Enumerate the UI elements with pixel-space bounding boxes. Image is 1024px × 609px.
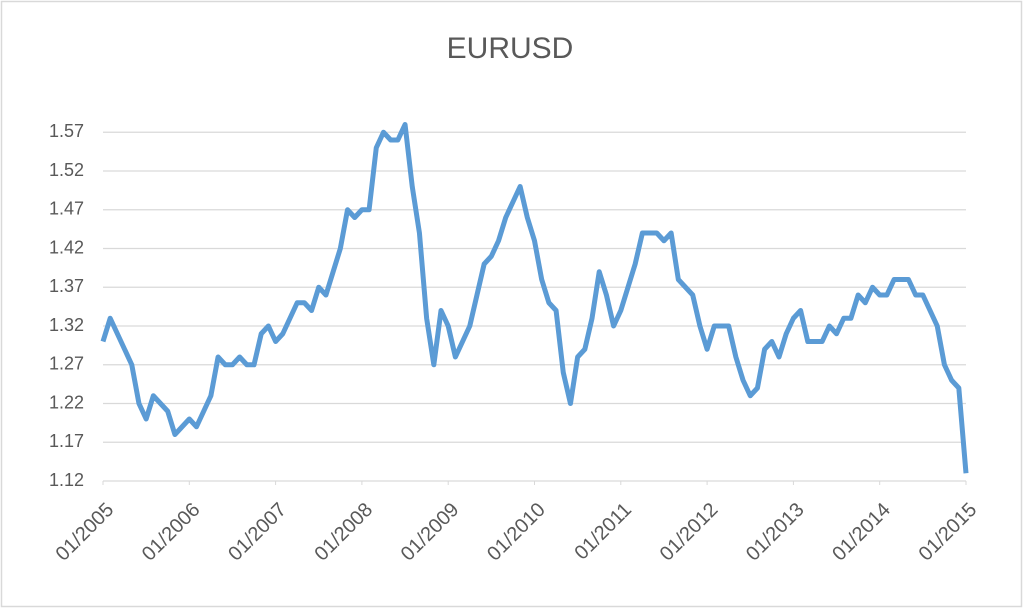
y-tick-label: 1.37 — [49, 276, 84, 296]
y-tick-label: 1.17 — [49, 431, 84, 451]
data-line — [100, 122, 969, 474]
chart-title: EURUSD — [447, 32, 574, 65]
y-tick-label: 1.57 — [49, 121, 84, 141]
y-tick-label: 1.32 — [49, 315, 84, 335]
y-tick-label: 1.52 — [49, 160, 84, 180]
y-tick-label: 1.12 — [49, 470, 84, 490]
y-tick-label: 1.22 — [49, 392, 84, 412]
y-tick-label: 1.47 — [49, 199, 84, 219]
y-tick-label: 1.42 — [49, 237, 84, 257]
y-tick-label: 1.27 — [49, 354, 84, 374]
